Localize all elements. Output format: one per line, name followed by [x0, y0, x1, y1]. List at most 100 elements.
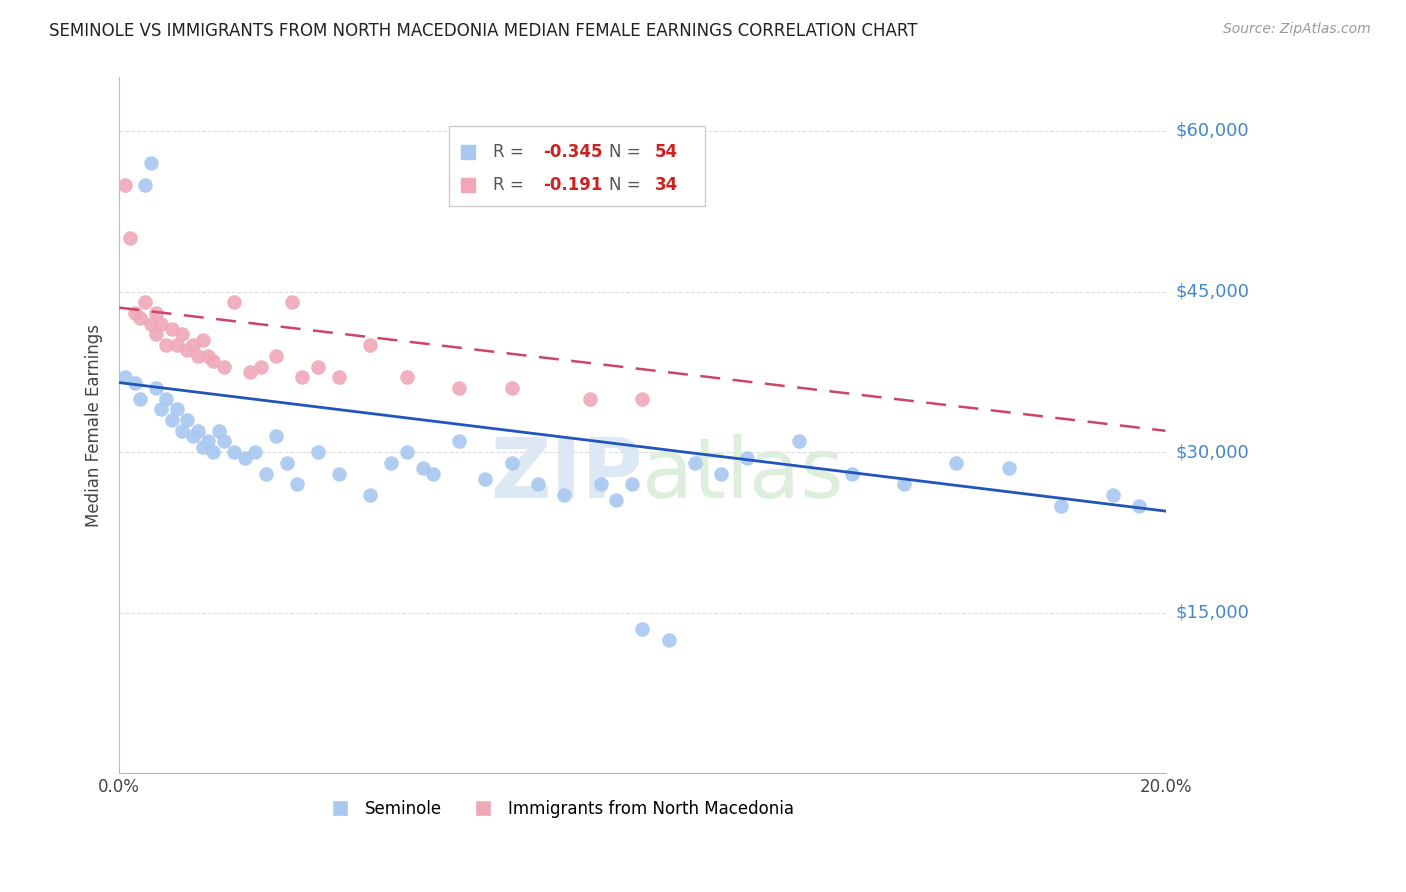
Point: [139, 317, 162, 331]
Text: -0.191: -0.191: [543, 177, 602, 194]
Point: [187, 349, 209, 363]
Point: [501, 456, 523, 470]
Point: [176, 343, 198, 358]
Point: [501, 381, 523, 395]
Point: [291, 370, 314, 384]
Point: [139, 156, 162, 170]
Point: [589, 477, 612, 491]
Text: $60,000: $60,000: [1175, 122, 1250, 140]
Point: [997, 461, 1019, 475]
Point: [474, 472, 496, 486]
Point: [170, 327, 193, 342]
Point: [191, 333, 214, 347]
Point: [202, 354, 225, 368]
Point: [155, 392, 177, 406]
Point: [605, 493, 627, 508]
Point: [631, 392, 654, 406]
Point: [197, 434, 219, 449]
Text: R =: R =: [492, 177, 534, 194]
Point: [134, 178, 156, 192]
Text: N =: N =: [609, 177, 645, 194]
Point: [1102, 488, 1125, 502]
Point: [150, 317, 173, 331]
Point: [129, 311, 152, 326]
Point: [395, 370, 418, 384]
Text: -0.345: -0.345: [543, 143, 603, 161]
Point: [449, 434, 471, 449]
Point: [176, 413, 198, 427]
Y-axis label: Median Female Earnings: Median Female Earnings: [86, 324, 103, 527]
Point: [150, 402, 173, 417]
Point: [118, 231, 141, 245]
Point: [735, 450, 758, 465]
Point: [657, 632, 679, 647]
Point: [328, 467, 350, 481]
Point: [134, 295, 156, 310]
Point: [197, 349, 219, 363]
Point: [307, 359, 329, 374]
Text: atlas: atlas: [643, 434, 844, 515]
Point: [145, 381, 167, 395]
Point: [212, 359, 235, 374]
Text: $45,000: $45,000: [1175, 283, 1250, 301]
Point: [328, 370, 350, 384]
Text: Source: ZipAtlas.com: Source: ZipAtlas.com: [1223, 22, 1371, 37]
Text: N =: N =: [609, 143, 645, 161]
Point: [285, 477, 308, 491]
Point: [166, 338, 188, 352]
Point: [202, 445, 225, 459]
Point: [395, 445, 418, 459]
Text: SEMINOLE VS IMMIGRANTS FROM NORTH MACEDONIA MEDIAN FEMALE EARNINGS CORRELATION C: SEMINOLE VS IMMIGRANTS FROM NORTH MACEDO…: [49, 22, 918, 40]
Point: [114, 370, 136, 384]
Point: [526, 477, 548, 491]
Point: [1050, 499, 1073, 513]
Point: [422, 467, 444, 481]
Point: [380, 456, 402, 470]
Point: [233, 450, 256, 465]
Point: [181, 338, 204, 352]
Point: [224, 295, 246, 310]
Point: [841, 467, 863, 481]
Point: [181, 429, 204, 443]
Point: [945, 456, 967, 470]
Text: $15,000: $15,000: [1175, 604, 1250, 622]
Point: [145, 327, 167, 342]
Point: [212, 434, 235, 449]
Point: [412, 461, 434, 475]
Point: [239, 365, 262, 379]
Point: [307, 445, 329, 459]
Point: [129, 392, 152, 406]
Point: [264, 429, 287, 443]
Point: [191, 440, 214, 454]
Point: [276, 456, 298, 470]
Point: [114, 178, 136, 192]
Point: [579, 392, 602, 406]
Point: [710, 467, 733, 481]
Point: [124, 306, 146, 320]
Text: 54: 54: [655, 143, 678, 161]
Point: [620, 477, 643, 491]
FancyBboxPatch shape: [449, 126, 706, 206]
Point: [264, 349, 287, 363]
Point: [160, 322, 183, 336]
Point: [893, 477, 915, 491]
Point: [683, 456, 706, 470]
Point: [553, 488, 575, 502]
Point: [449, 381, 471, 395]
Text: R =: R =: [492, 143, 529, 161]
Point: [1128, 499, 1150, 513]
Text: ZIP: ZIP: [489, 434, 643, 515]
Point: [359, 338, 381, 352]
Point: [254, 467, 277, 481]
Point: [170, 424, 193, 438]
Point: [249, 359, 271, 374]
Point: [208, 424, 231, 438]
Point: [281, 295, 304, 310]
Text: 34: 34: [655, 177, 678, 194]
Point: [166, 402, 188, 417]
Point: [631, 622, 654, 636]
Point: [789, 434, 811, 449]
Point: [245, 445, 267, 459]
Point: [145, 306, 167, 320]
Legend: Seminole, Immigrants from North Macedonia: Seminole, Immigrants from North Macedoni…: [316, 793, 801, 824]
